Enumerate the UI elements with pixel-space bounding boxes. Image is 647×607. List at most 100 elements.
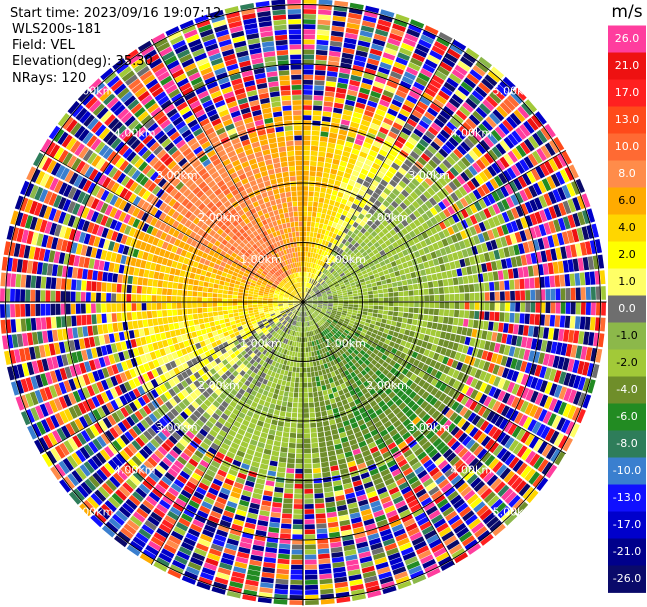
velocity-cell: [370, 320, 376, 325]
velocity-cell: [212, 400, 221, 408]
velocity-cell: [430, 141, 441, 151]
velocity-cell: [487, 495, 500, 507]
velocity-cell: [399, 47, 413, 57]
velocity-cell: [472, 189, 482, 200]
velocity-cell: [323, 303, 328, 305]
velocity-cell: [506, 209, 515, 221]
velocity-cell: [517, 267, 524, 278]
velocity-cell: [344, 424, 352, 432]
velocity-cell: [290, 427, 297, 433]
velocity-cell: [420, 240, 427, 248]
velocity-cell: [376, 519, 388, 528]
velocity-cell: [540, 145, 552, 159]
velocity-cell: [494, 502, 507, 515]
velocity-cell: [361, 146, 370, 154]
velocity-cell: [189, 413, 199, 422]
velocity-cell: [397, 193, 406, 202]
velocity-cell: [332, 433, 340, 440]
velocity-cell: [214, 534, 227, 543]
velocity-cell: [335, 448, 344, 455]
velocity-cell: [439, 430, 450, 441]
velocity-cell: [401, 189, 410, 198]
velocity-cell: [410, 191, 419, 200]
velocity-cell: [466, 328, 473, 337]
velocity-cell: [515, 218, 524, 231]
velocity-cell: [488, 321, 494, 331]
velocity-cell: [415, 242, 423, 250]
velocity-cell: [326, 209, 332, 216]
velocity-cell: [266, 439, 274, 446]
velocity-cell: [481, 78, 495, 91]
velocity-cell: [349, 2, 364, 10]
velocity-cell: [413, 367, 421, 376]
velocity-cell: [347, 325, 353, 330]
velocity-cell: [243, 589, 258, 597]
velocity-cell: [311, 257, 315, 263]
velocity-cell: [526, 337, 533, 349]
velocity-cell: [355, 414, 363, 422]
velocity-cell: [377, 351, 384, 358]
velocity-cell: [387, 37, 401, 47]
velocity-cell: [472, 146, 483, 158]
velocity-cell: [499, 102, 512, 115]
velocity-cell: [413, 484, 424, 494]
velocity-cell: [361, 328, 368, 334]
velocity-cell: [453, 459, 464, 470]
velocity-cell: [378, 571, 392, 580]
velocity-cell: [439, 302, 445, 309]
velocity-cell: [333, 334, 339, 339]
velocity-cell: [315, 513, 326, 519]
velocity-cell: [432, 423, 442, 434]
velocity-cell: [207, 446, 217, 455]
velocity-cell: [523, 138, 535, 152]
velocity-cell: [288, 324, 292, 329]
velocity-cell: [167, 510, 180, 521]
velocity-cell: [418, 347, 426, 355]
velocity-cell: [303, 9, 317, 14]
velocity-cell: [364, 264, 370, 270]
velocity-cell: [359, 349, 366, 356]
velocity-cell: [318, 202, 324, 208]
velocity-cell: [303, 382, 308, 388]
velocity-cell: [371, 85, 383, 94]
velocity-cell: [278, 329, 283, 335]
velocity-cell: [303, 29, 316, 35]
velocity-cell: [285, 339, 289, 345]
velocity-cell: [347, 569, 361, 576]
velocity-cell: [513, 324, 519, 335]
velocity-cell: [424, 59, 438, 69]
velocity-cell: [309, 309, 313, 314]
velocity-cell: [161, 476, 173, 486]
velocity-cell: [367, 408, 375, 415]
velocity-cell: [439, 382, 448, 392]
velocity-cell: [353, 248, 359, 255]
velocity-cell: [381, 227, 389, 235]
velocity-cell: [271, 398, 277, 405]
velocity-cell: [311, 330, 314, 336]
velocity-cell: [358, 440, 367, 448]
velocity-cell: [333, 154, 342, 161]
velocity-cell: [305, 251, 308, 257]
velocity-cell: [349, 512, 361, 519]
velocity-cell: [506, 94, 520, 108]
velocity-cell: [269, 403, 276, 410]
velocity-cell: [300, 352, 303, 358]
velocity-cell: [273, 599, 288, 605]
velocity-cell: [310, 273, 314, 279]
velocity-cell: [500, 434, 511, 446]
velocity-cell: [512, 459, 524, 473]
velocity-cell: [451, 213, 460, 223]
velocity-cell: [372, 404, 381, 412]
velocity-cell: [557, 260, 564, 274]
velocity-cell: [336, 277, 342, 282]
velocity-cell: [244, 431, 253, 439]
velocity-cell: [311, 442, 319, 448]
velocity-cell: [331, 403, 338, 409]
velocity-cell: [347, 412, 355, 420]
velocity-cell: [520, 400, 529, 413]
velocity-cell: [407, 527, 420, 537]
velocity-cell: [108, 496, 121, 509]
velocity-cell: [314, 222, 320, 228]
velocity-cell: [391, 162, 400, 171]
velocity-cell: [263, 422, 271, 429]
